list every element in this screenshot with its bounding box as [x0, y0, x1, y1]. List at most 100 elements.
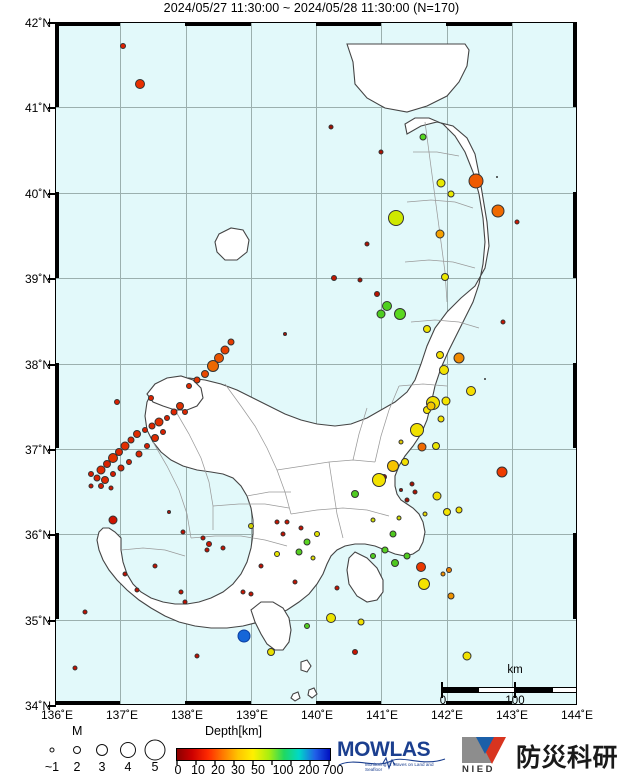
quake-marker[interactable] — [280, 531, 286, 537]
quake-marker[interactable] — [412, 489, 418, 495]
quake-marker[interactable] — [364, 241, 370, 247]
quake-marker[interactable] — [399, 488, 403, 492]
quake-marker[interactable] — [370, 517, 376, 523]
quake-marker[interactable] — [388, 210, 404, 226]
quake-marker[interactable] — [114, 399, 120, 405]
quake-marker[interactable] — [446, 567, 452, 573]
quake-marker[interactable] — [491, 204, 505, 218]
quake-marker[interactable] — [466, 386, 476, 396]
quake-marker[interactable] — [182, 409, 188, 415]
quake-marker[interactable] — [304, 623, 310, 629]
quake-marker[interactable] — [447, 592, 455, 600]
quake-marker[interactable] — [88, 471, 94, 477]
quake-marker[interactable] — [422, 511, 428, 517]
quake-marker[interactable] — [207, 360, 219, 372]
quake-marker[interactable] — [88, 483, 94, 489]
quake-marker[interactable] — [328, 124, 334, 130]
quake-marker[interactable] — [160, 429, 166, 435]
quake-marker[interactable] — [164, 415, 170, 421]
seismic-map[interactable]: km 0 100 200 — [55, 22, 577, 705]
quake-marker[interactable] — [134, 587, 140, 593]
quake-marker[interactable] — [398, 439, 404, 445]
quake-marker[interactable] — [72, 665, 78, 671]
quake-marker[interactable] — [96, 465, 106, 475]
quake-marker[interactable] — [180, 529, 186, 535]
quake-marker[interactable] — [283, 332, 287, 336]
quake-marker[interactable] — [423, 325, 431, 333]
quake-marker[interactable] — [374, 291, 380, 297]
quake-marker[interactable] — [334, 585, 340, 591]
quake-marker[interactable] — [108, 515, 118, 525]
quake-marker[interactable] — [419, 133, 427, 141]
quake-marker[interactable] — [194, 653, 200, 659]
quake-marker[interactable] — [484, 378, 486, 380]
quake-marker[interactable] — [108, 453, 118, 463]
quake-marker[interactable] — [193, 376, 201, 384]
quake-marker[interactable] — [152, 563, 158, 569]
quake-marker[interactable] — [120, 43, 126, 49]
quake-marker[interactable] — [122, 571, 128, 577]
quake-marker[interactable] — [468, 173, 484, 189]
quake-marker[interactable] — [462, 651, 472, 661]
quake-marker[interactable] — [108, 485, 114, 491]
quake-marker-deep[interactable] — [237, 629, 251, 643]
quake-marker[interactable] — [455, 506, 463, 514]
quake-marker[interactable] — [416, 562, 426, 572]
quake-marker[interactable] — [240, 589, 246, 595]
quake-marker[interactable] — [142, 427, 148, 433]
quake-marker[interactable] — [154, 417, 164, 427]
quake-marker[interactable] — [387, 460, 399, 472]
quake-marker[interactable] — [351, 490, 359, 498]
quake-marker[interactable] — [151, 434, 159, 442]
quake-marker[interactable] — [115, 448, 123, 456]
quake-marker[interactable] — [440, 571, 446, 577]
quake-marker[interactable] — [436, 178, 446, 188]
quake-marker[interactable] — [331, 275, 337, 281]
quake-marker[interactable] — [378, 149, 384, 155]
quake-marker[interactable] — [326, 613, 336, 623]
quake-marker[interactable] — [93, 474, 101, 482]
quake-marker[interactable] — [372, 473, 386, 487]
quake-marker[interactable] — [441, 273, 449, 281]
quake-marker[interactable] — [82, 609, 88, 615]
quake-marker[interactable] — [409, 481, 415, 487]
quake-marker[interactable] — [167, 510, 171, 514]
quake-marker[interactable] — [370, 553, 376, 559]
quake-marker[interactable] — [310, 555, 316, 561]
quake-marker[interactable] — [443, 508, 451, 516]
quake-marker[interactable] — [117, 464, 125, 472]
quake-marker[interactable] — [514, 219, 520, 225]
quake-marker[interactable] — [284, 519, 290, 525]
quake-marker[interactable] — [144, 443, 150, 449]
quake-marker[interactable] — [394, 308, 406, 320]
quake-marker[interactable] — [436, 351, 444, 359]
quake-marker[interactable] — [432, 442, 440, 450]
quake-marker[interactable] — [435, 229, 445, 239]
quake-marker[interactable] — [441, 396, 451, 406]
quake-marker[interactable] — [292, 579, 298, 585]
quake-marker[interactable] — [126, 459, 132, 465]
quake-marker[interactable] — [418, 578, 430, 590]
quake-marker[interactable] — [214, 353, 224, 363]
quake-marker[interactable] — [133, 430, 141, 438]
quake-marker[interactable] — [410, 423, 424, 437]
quake-marker[interactable] — [206, 541, 212, 547]
quake-marker[interactable] — [248, 523, 254, 529]
quake-marker[interactable] — [352, 649, 358, 655]
quake-marker[interactable] — [432, 491, 442, 501]
quake-marker[interactable] — [396, 515, 402, 521]
quake-marker[interactable] — [201, 370, 209, 378]
quake-marker[interactable] — [357, 277, 363, 283]
quake-marker[interactable] — [103, 460, 111, 468]
quake-marker[interactable] — [314, 531, 320, 537]
quake-marker[interactable] — [376, 309, 386, 319]
quake-marker[interactable] — [186, 383, 192, 389]
quake-marker[interactable] — [274, 551, 280, 557]
quake-marker[interactable] — [298, 525, 304, 531]
quake-marker[interactable] — [417, 442, 427, 452]
quake-marker[interactable] — [357, 618, 365, 626]
quake-marker[interactable] — [204, 547, 210, 553]
quake-marker[interactable] — [220, 345, 230, 355]
quake-marker[interactable] — [453, 352, 465, 364]
quake-marker[interactable] — [227, 338, 235, 346]
